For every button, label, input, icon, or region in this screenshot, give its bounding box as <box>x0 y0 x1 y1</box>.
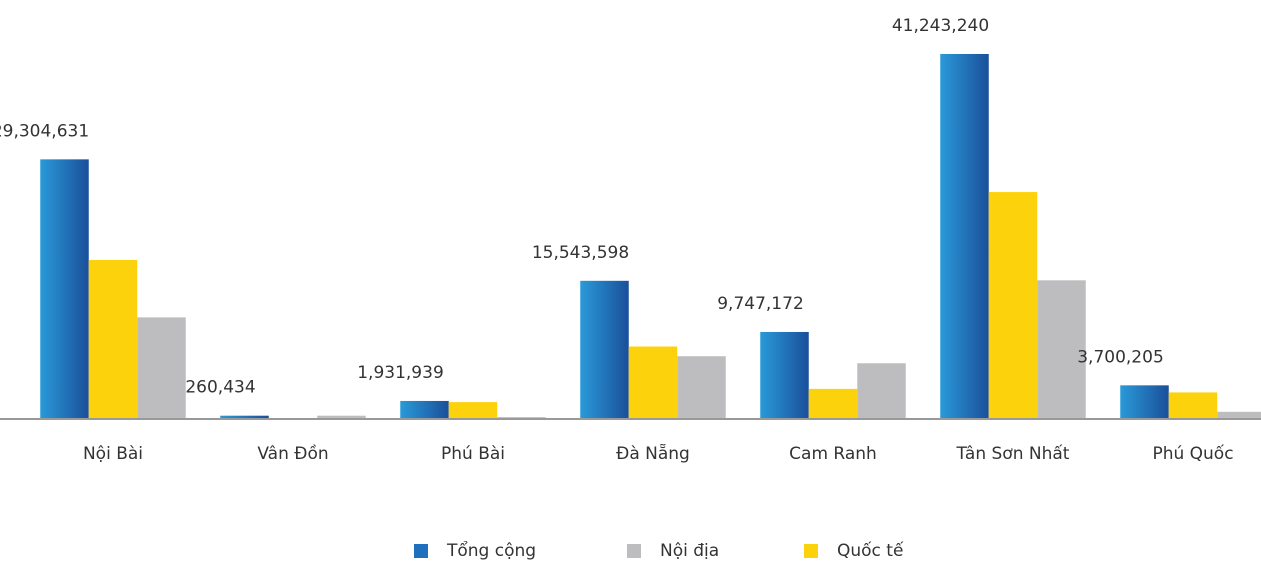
bar <box>448 402 498 418</box>
legend-swatch <box>627 544 641 558</box>
bar <box>1120 385 1169 418</box>
legend-label: Quốc tế <box>837 540 904 561</box>
bar <box>220 415 269 418</box>
bar <box>1037 280 1086 418</box>
legend-label: Tổng cộng <box>446 540 536 561</box>
bar <box>497 417 546 418</box>
bar <box>317 415 366 418</box>
data-label: 41,243,240 <box>892 16 989 36</box>
x-tick-label: Vân Đồn <box>257 443 328 464</box>
bar <box>857 363 906 418</box>
bar <box>677 356 726 418</box>
data-label: 9,747,172 <box>717 294 804 314</box>
bar <box>580 280 629 418</box>
x-tick-label: Tân Sơn Nhất <box>956 443 1070 464</box>
bar <box>400 400 449 418</box>
data-label: 29,304,631 <box>0 121 89 141</box>
x-tick-label: Đà Nẵng <box>616 443 690 464</box>
x-tick-label: Phú Quốc <box>1152 443 1233 464</box>
bar <box>88 260 138 418</box>
data-label: 1,931,939 <box>357 363 444 383</box>
bar <box>940 53 989 418</box>
legend-swatch <box>804 544 818 558</box>
x-tick-label: Nội Bài <box>83 444 143 464</box>
x-tick-label: Cam Ranh <box>789 444 877 464</box>
legend-label: Nội địa <box>660 541 719 561</box>
bar <box>988 192 1038 418</box>
bar <box>1168 392 1218 418</box>
bar <box>1217 411 1261 418</box>
x-tick-label: Phú Bài <box>441 444 505 464</box>
bar <box>760 331 809 418</box>
bar <box>628 346 678 418</box>
bar <box>40 159 89 418</box>
legend-swatch <box>414 544 428 558</box>
bar <box>808 388 858 418</box>
bar <box>137 317 186 418</box>
data-label: 15,543,598 <box>532 243 629 263</box>
data-label: 260,434 <box>185 378 255 398</box>
data-label: 3,700,205 <box>1077 347 1164 367</box>
